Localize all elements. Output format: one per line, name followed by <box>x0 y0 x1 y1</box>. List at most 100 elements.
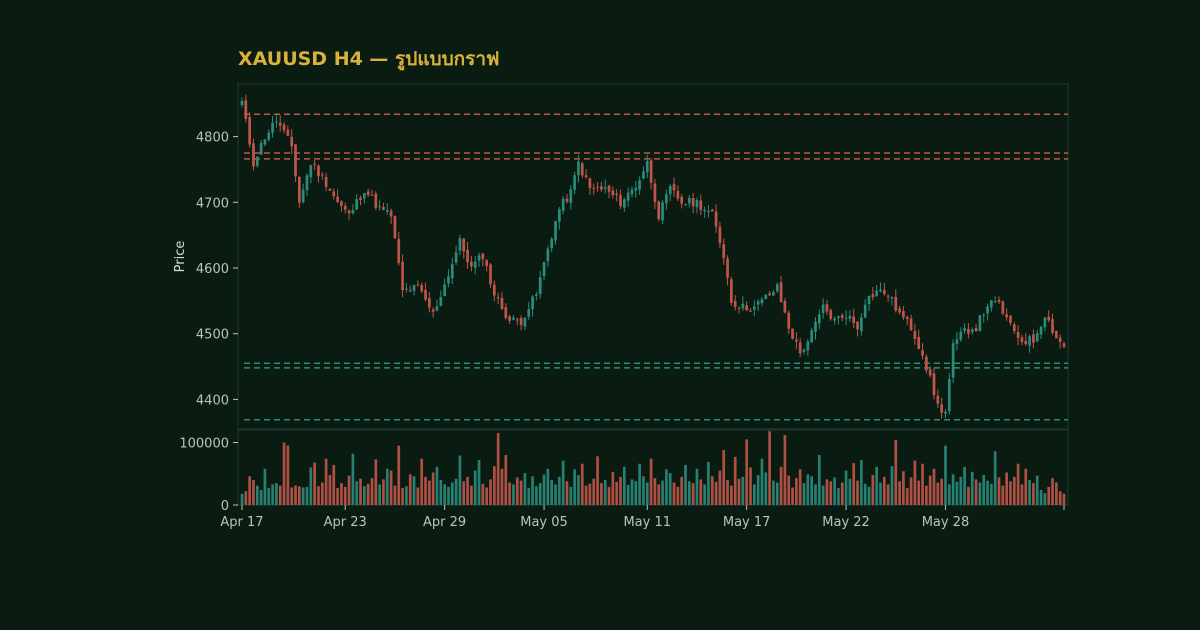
volume-bar <box>531 476 534 505</box>
candle-body <box>856 321 859 330</box>
volume-bar <box>967 486 970 505</box>
volume-bar <box>1055 482 1058 505</box>
volume-bar <box>638 463 641 505</box>
volume-bar <box>332 465 336 505</box>
candle-body <box>588 178 592 189</box>
candle-body <box>710 209 714 212</box>
volume-bar <box>695 468 699 505</box>
volume-bar <box>829 481 833 505</box>
volume-bar <box>512 484 515 505</box>
candle-body <box>726 258 729 278</box>
candle-body <box>1001 301 1005 314</box>
candle-body <box>554 221 557 241</box>
candle-body <box>550 238 554 249</box>
candle-body <box>366 191 370 195</box>
candle-body <box>397 238 401 264</box>
volume-bar <box>825 479 829 505</box>
candle-body <box>294 144 297 177</box>
candle-body <box>385 209 389 212</box>
volume-bar <box>649 458 653 505</box>
candle-body <box>596 186 599 188</box>
volume-bar <box>779 466 783 505</box>
candle-body <box>928 369 932 376</box>
candle-body <box>730 279 733 303</box>
candle-body <box>489 264 492 285</box>
candle-body <box>890 296 894 299</box>
volume-bar <box>282 442 286 505</box>
candle-body <box>925 356 928 371</box>
volume-bar <box>324 458 328 505</box>
candle-body <box>1047 316 1051 321</box>
volume-bar <box>584 485 588 505</box>
volume-bar <box>294 485 297 505</box>
volume-bar <box>703 484 706 505</box>
candle-body <box>359 197 362 200</box>
volume-bar <box>600 483 603 505</box>
volume-bar <box>1001 485 1005 505</box>
candle-body <box>275 121 278 123</box>
volume-bar <box>435 466 439 505</box>
candle-body <box>684 204 687 206</box>
candle-body <box>1062 343 1066 347</box>
volume-bar <box>665 469 668 505</box>
volume-bar <box>470 485 473 505</box>
candle-body <box>259 142 263 155</box>
volume-bar <box>661 480 664 505</box>
candle-body <box>1035 333 1039 342</box>
candle-body <box>882 290 886 295</box>
volume-bar <box>653 478 657 505</box>
volume-panel <box>237 429 1069 506</box>
candle-body <box>665 194 668 204</box>
candle-body <box>615 193 619 196</box>
candle-body <box>301 189 305 203</box>
volume-bar <box>970 471 974 505</box>
candle-body <box>622 199 626 208</box>
volume-bar <box>844 470 848 505</box>
volume-bar <box>519 480 523 505</box>
candle-body <box>886 295 890 297</box>
volume-bar <box>726 480 729 505</box>
candle-body <box>252 143 255 167</box>
volume-bar <box>561 460 565 505</box>
volume-bar <box>730 485 733 505</box>
volume-bar <box>416 487 420 505</box>
candle-body <box>798 342 802 354</box>
volume-bar <box>313 462 316 505</box>
volume-bar <box>527 488 531 505</box>
candle-body <box>810 330 814 343</box>
volume-bar <box>508 482 511 505</box>
candle-body <box>298 176 301 203</box>
candle-body <box>944 411 947 414</box>
y-tick-label: 4400 <box>196 393 229 408</box>
volume-bar <box>645 482 649 505</box>
volume-bar <box>902 471 905 505</box>
volume-tick-label: 100000 <box>179 437 229 452</box>
candle-body <box>347 210 351 214</box>
candle-body <box>791 328 794 339</box>
candle-body <box>1043 317 1047 328</box>
candle-body <box>821 304 825 314</box>
volume-bar <box>722 450 726 505</box>
volume-bar <box>806 474 810 505</box>
volume-bar <box>424 476 427 505</box>
candle-body <box>611 190 615 196</box>
volume-bar <box>557 476 561 505</box>
volume-bar <box>756 475 760 505</box>
volume-bar <box>707 461 710 505</box>
volume-bar <box>710 476 714 505</box>
volume-bar <box>687 481 691 505</box>
x-tick-label: May 17 <box>723 515 771 530</box>
candle-body <box>1005 314 1008 318</box>
volume-bar <box>752 484 756 505</box>
volume-bar <box>867 486 871 505</box>
volume-bar <box>898 481 901 505</box>
candle-body <box>401 261 404 291</box>
volume-bar <box>481 483 485 505</box>
candle-body <box>263 139 267 145</box>
volume-bar <box>286 445 290 505</box>
price-panel <box>237 83 1069 430</box>
candle-body <box>661 202 664 221</box>
volume-tick-label: 0 <box>221 499 229 514</box>
volume-bar <box>657 484 661 505</box>
x-tick-label: Apr 29 <box>423 515 466 530</box>
